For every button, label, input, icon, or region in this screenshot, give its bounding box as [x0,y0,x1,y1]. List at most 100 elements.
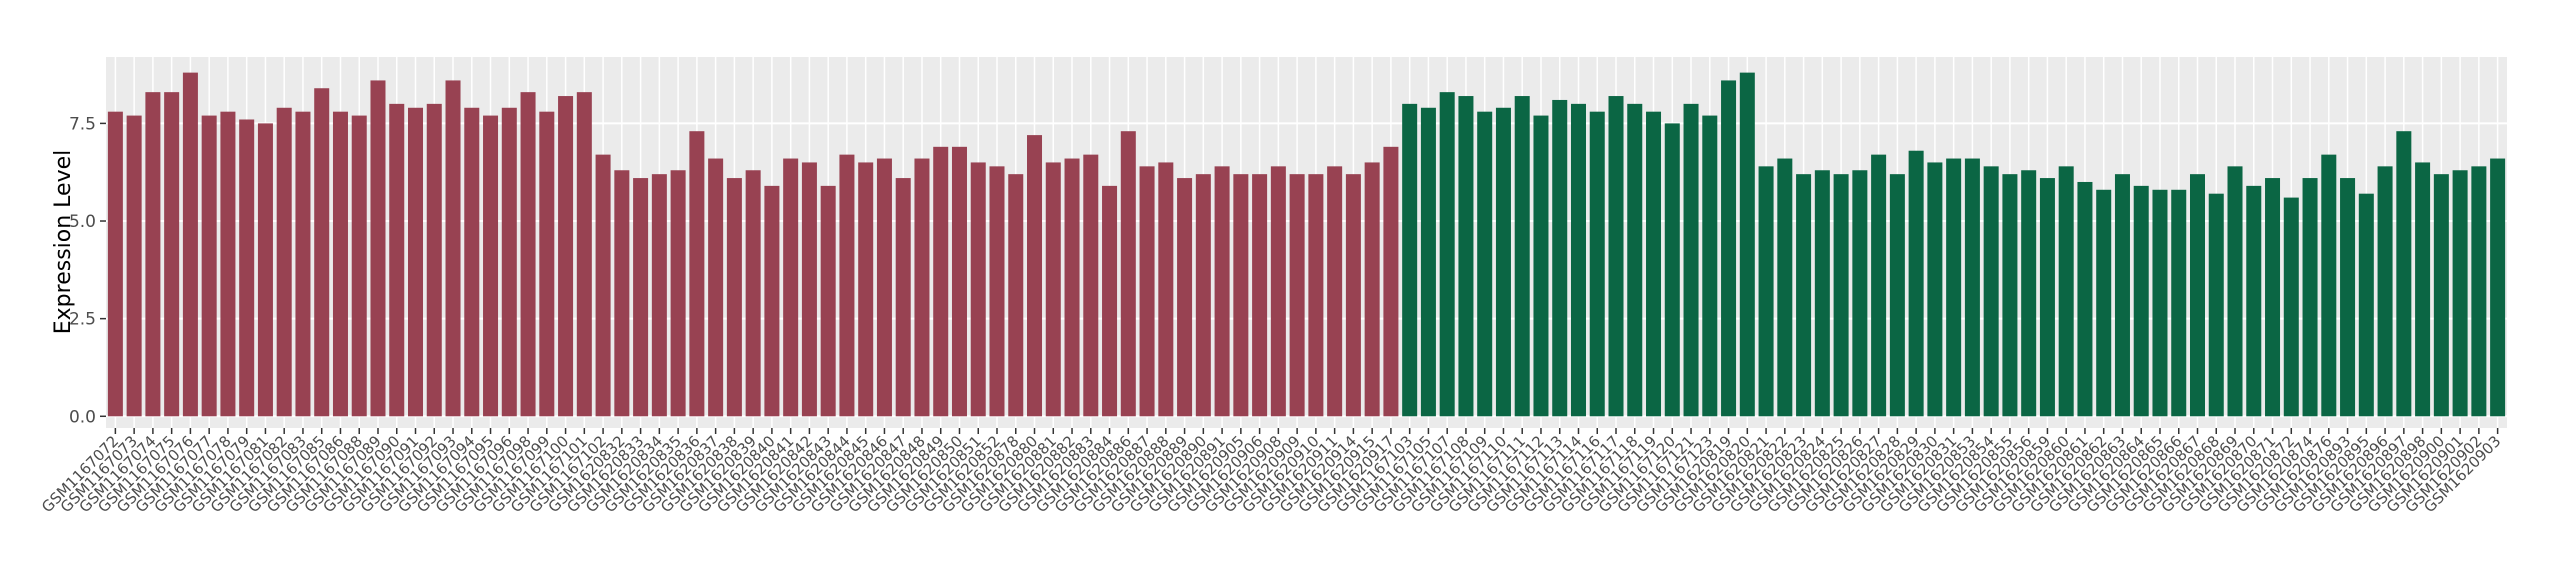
bar [332,111,348,417]
bar [2096,189,2112,417]
bar [651,174,667,417]
bar [764,185,780,417]
bar [1458,96,1474,417]
bar [1195,174,1211,417]
bar [1045,162,1061,417]
bar [951,146,967,417]
bar [1139,166,1155,417]
bar [1683,103,1699,417]
bar [1570,103,1586,417]
bar [1964,158,1980,417]
bar [1608,96,1624,417]
bar [2208,193,2224,417]
bar [1402,103,1418,417]
bar [1102,185,1118,417]
bar [1477,111,1493,417]
bar [1833,174,1849,417]
bar [1852,170,1868,417]
bar [2321,154,2337,417]
bar [1064,158,1080,417]
bar [2077,181,2093,417]
bar [220,111,236,417]
bar [2415,162,2431,417]
bar [1345,174,1361,417]
bar [2377,166,2393,417]
bar [1927,162,1943,417]
bar [2471,166,2487,417]
bar [351,115,367,417]
bar [2171,189,2187,417]
bar [539,111,555,417]
bar [1796,174,1812,417]
bar [314,88,330,417]
bar [370,80,386,417]
bar [1233,174,1249,417]
bar [858,162,874,417]
bar [558,96,574,417]
bar [614,170,630,417]
bar [1308,174,1324,417]
bar [239,119,255,417]
bar [107,111,123,417]
bar [2039,178,2055,417]
bar [1627,103,1643,417]
bar [2302,178,2318,417]
y-tick-label: 2.5 [69,310,96,330]
bar [1533,115,1549,417]
bar [633,178,649,417]
bar [1439,92,1455,417]
bar [464,107,480,417]
bar [1646,111,1662,417]
bar [257,123,273,417]
y-tick-label: 0.0 [69,407,96,427]
bar [2227,166,2243,417]
bar [1289,174,1305,417]
bar [933,146,949,417]
y-axis-label: Expression Level [51,150,76,335]
bar [876,158,892,417]
bar [1364,162,1380,417]
bar [1514,96,1530,417]
bar [1177,178,1193,417]
bar [1420,107,1436,417]
bar [1495,107,1511,417]
bar [1702,115,1718,417]
bar [1158,162,1174,417]
bar [2265,178,2281,417]
bar [708,158,724,417]
bar [1552,99,1568,417]
y-tick-label: 5.0 [69,212,96,232]
bar [914,158,930,417]
bar [1664,123,1680,417]
bar [2396,131,2412,417]
bar [595,154,611,417]
bar [989,166,1005,417]
bar [895,178,911,417]
bar [726,178,742,417]
bar [1739,72,1755,417]
bar [2452,170,2468,417]
bar [408,107,424,417]
bar [745,170,761,417]
bar [1120,131,1136,417]
bar [2433,174,2449,417]
bar [1889,174,1905,417]
bar [2283,197,2299,417]
bar [295,111,311,417]
bar [2358,193,2374,417]
bar [1027,135,1043,417]
bar [126,115,142,417]
bar [1814,170,1830,417]
bar [2058,166,2074,417]
bar [501,107,517,417]
bar [164,92,180,417]
bar [2246,185,2262,417]
bar [2490,158,2506,417]
bar [145,92,161,417]
y-tick-label: 7.5 [69,114,96,134]
bar [1946,158,1962,417]
bar [2133,185,2149,417]
bar [2152,189,2168,417]
bar [2189,174,2205,417]
bar [182,72,198,417]
